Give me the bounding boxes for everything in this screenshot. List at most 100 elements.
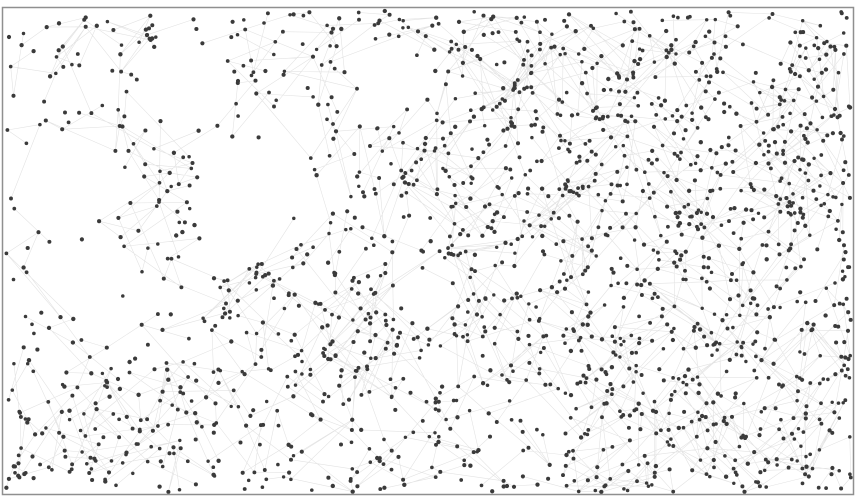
graph-node (260, 320, 266, 325)
graph-node (754, 375, 759, 380)
graph-node (307, 10, 312, 15)
graph-node (844, 43, 849, 48)
graph-node (841, 401, 845, 405)
graph-node (291, 394, 296, 399)
graph-node (425, 97, 430, 102)
graph-node (180, 229, 185, 235)
graph-node (690, 117, 695, 122)
graph-node (272, 296, 276, 301)
graph-node (580, 184, 585, 189)
graph-node (464, 204, 469, 210)
graph-node (568, 392, 574, 398)
graph-node (549, 217, 553, 221)
graph-node (377, 456, 382, 461)
graph-node (674, 251, 679, 256)
graph-node (214, 421, 219, 425)
graph-node (799, 444, 803, 448)
graph-node (771, 305, 776, 310)
graph-node (158, 459, 163, 464)
graph-node (401, 376, 406, 381)
graph-node (568, 348, 574, 354)
graph-node (287, 470, 292, 475)
graph-node (346, 397, 352, 402)
graph-node (419, 348, 423, 353)
graph-node (60, 44, 65, 49)
graph-node (42, 99, 47, 104)
graph-node (732, 206, 737, 211)
graph-node (265, 11, 270, 16)
graph-node (500, 260, 505, 265)
graph-node (637, 56, 643, 62)
graph-node (391, 317, 396, 322)
graph-node (808, 233, 812, 237)
graph-node (845, 328, 851, 333)
graph-node (715, 348, 719, 352)
graph-node (111, 27, 116, 33)
graph-node (366, 311, 371, 316)
graph-node (462, 463, 467, 468)
graph-node (136, 442, 140, 446)
graph-node (840, 202, 844, 207)
graph-node (150, 23, 155, 28)
graph-node (836, 219, 840, 223)
graph-node (434, 118, 439, 123)
graph-node (594, 115, 599, 120)
graph-node (515, 329, 520, 334)
graph-node (468, 275, 472, 280)
graph-node (715, 391, 721, 396)
graph-node (333, 354, 338, 359)
graph-node (704, 211, 710, 216)
graph-node (25, 420, 30, 425)
graph-node (256, 262, 260, 267)
graph-node (227, 309, 232, 314)
graph-node (502, 298, 507, 303)
graph-node (368, 144, 372, 148)
graph-node (30, 322, 34, 327)
graph-node (481, 13, 486, 18)
graph-node (642, 278, 647, 283)
graph-node (339, 368, 344, 373)
graph-node (793, 30, 798, 35)
graph-node (831, 87, 836, 92)
graph-node (264, 477, 269, 482)
graph-node (316, 102, 321, 107)
graph-node (170, 403, 174, 407)
graph-node (194, 26, 199, 32)
graph-node (579, 348, 584, 353)
graph-node (529, 70, 534, 75)
graph-node (564, 327, 569, 331)
graph-node (619, 342, 623, 347)
figure-border (1, 6, 855, 496)
graph-node (837, 237, 842, 243)
graph-node (527, 223, 532, 228)
graph-node (714, 422, 718, 426)
graph-node (591, 26, 596, 31)
graph-node (396, 335, 401, 340)
graph-node (613, 353, 618, 357)
graph-node (500, 192, 504, 197)
graph-node (527, 302, 531, 306)
graph-node (589, 23, 593, 28)
graph-node (564, 452, 569, 458)
graph-node (367, 321, 373, 326)
graph-node (466, 298, 471, 302)
graph-node (12, 206, 17, 211)
graph-node (259, 261, 264, 267)
graph-node (660, 18, 665, 23)
graph-node (642, 453, 647, 458)
graph-node (709, 330, 714, 335)
graph-node (158, 119, 163, 124)
graph-node (838, 130, 843, 136)
graph-node (666, 427, 671, 432)
graph-node (758, 427, 763, 431)
graph-node (758, 470, 763, 475)
graph-node (117, 386, 123, 392)
graph-node (800, 18, 805, 23)
graph-node (140, 269, 144, 274)
graph-node (774, 194, 779, 199)
graph-node (560, 193, 565, 198)
graph-node (441, 136, 445, 141)
graph-node (355, 174, 360, 179)
graph-node (21, 265, 26, 270)
graph-node (186, 375, 190, 379)
